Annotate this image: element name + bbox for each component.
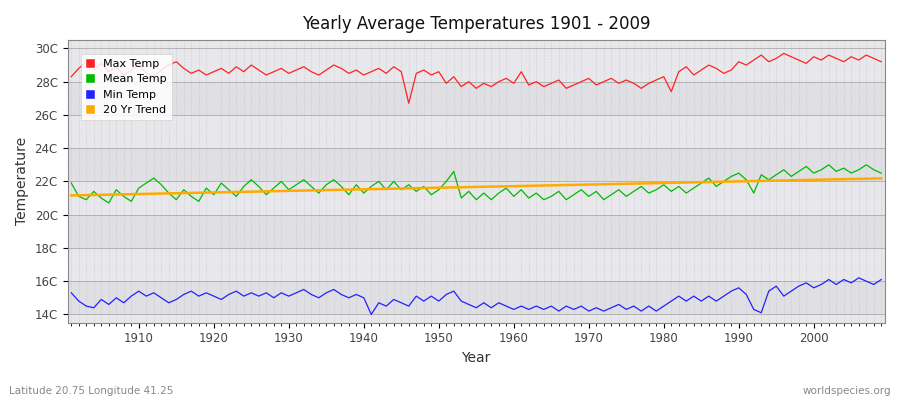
- Text: worldspecies.org: worldspecies.org: [803, 386, 891, 396]
- Y-axis label: Temperature: Temperature: [15, 137, 29, 226]
- Legend: Max Temp, Mean Temp, Min Temp, 20 Yr Trend: Max Temp, Mean Temp, Min Temp, 20 Yr Tre…: [81, 54, 172, 120]
- Bar: [68, 82, 885, 115]
- Bar: [68, 215, 885, 248]
- X-axis label: Year: Year: [462, 351, 491, 365]
- Bar: [68, 281, 885, 314]
- Bar: [68, 148, 885, 182]
- Title: Yearly Average Temperatures 1901 - 2009: Yearly Average Temperatures 1901 - 2009: [302, 15, 651, 33]
- Text: Latitude 20.75 Longitude 41.25: Latitude 20.75 Longitude 41.25: [9, 386, 174, 396]
